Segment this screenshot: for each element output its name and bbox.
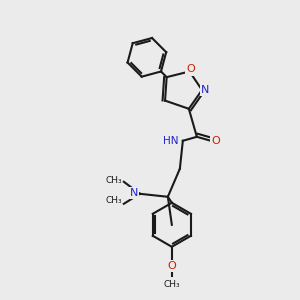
Text: O: O xyxy=(212,136,220,146)
Text: CH₃: CH₃ xyxy=(105,176,122,185)
Text: O: O xyxy=(186,64,195,74)
Text: N: N xyxy=(201,85,209,95)
Text: O: O xyxy=(167,261,176,271)
Text: N: N xyxy=(130,188,138,198)
Text: HN: HN xyxy=(163,136,179,146)
Text: CH₃: CH₃ xyxy=(105,196,122,205)
Text: CH₃: CH₃ xyxy=(164,280,180,289)
